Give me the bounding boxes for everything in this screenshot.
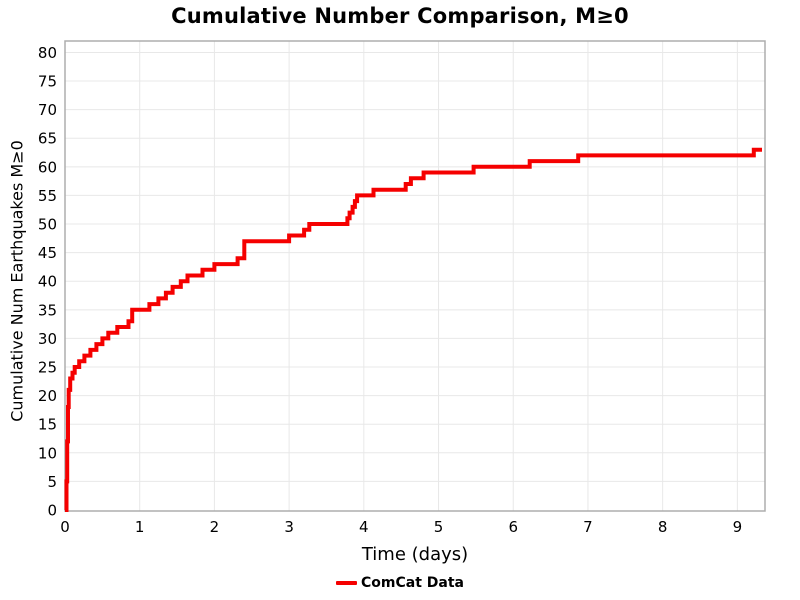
y-tick-label: 25 [38, 359, 57, 377]
y-tick-label: 20 [38, 387, 57, 405]
y-tick-label: 10 [38, 444, 57, 462]
y-tick-label: 50 [38, 216, 57, 234]
y-tick-label: 40 [38, 273, 57, 291]
x-tick-label: 4 [359, 518, 369, 536]
x-tick-label: 0 [60, 518, 70, 536]
x-tick-label: 3 [284, 518, 294, 536]
legend-label: ComCat Data [361, 575, 464, 591]
y-tick-label: 5 [47, 473, 57, 491]
x-tick-label: 8 [658, 518, 668, 536]
x-tick-label: 7 [583, 518, 593, 536]
y-tick-label: 75 [38, 73, 57, 91]
x-tick-label: 6 [508, 518, 518, 536]
x-tick-label: 1 [135, 518, 145, 536]
y-tick-label: 55 [38, 187, 57, 205]
y-tick-label: 15 [38, 416, 57, 434]
x-axis-label: Time (days) [361, 544, 469, 565]
y-tick-label: 45 [38, 244, 57, 262]
x-tick-label: 9 [733, 518, 743, 536]
legend-line-swatch [336, 581, 357, 585]
legend-item: ComCat Data [336, 575, 464, 591]
y-tick-label: 70 [38, 101, 57, 119]
y-tick-label: 30 [38, 330, 57, 348]
y-tick-label: 0 [47, 502, 57, 520]
data-line [64, 147, 762, 512]
y-tick-label: 60 [38, 158, 57, 176]
plot-border [64, 40, 766, 512]
y-tick-label: 65 [38, 130, 57, 148]
y-tick-label: 35 [38, 301, 57, 319]
y-tick-label: 80 [38, 44, 57, 62]
chart-title: Cumulative Number Comparison, M≥0 [171, 4, 629, 28]
x-tick-label: 5 [434, 518, 444, 536]
x-tick-label: 2 [210, 518, 220, 536]
legend: ComCat Data [0, 575, 800, 591]
